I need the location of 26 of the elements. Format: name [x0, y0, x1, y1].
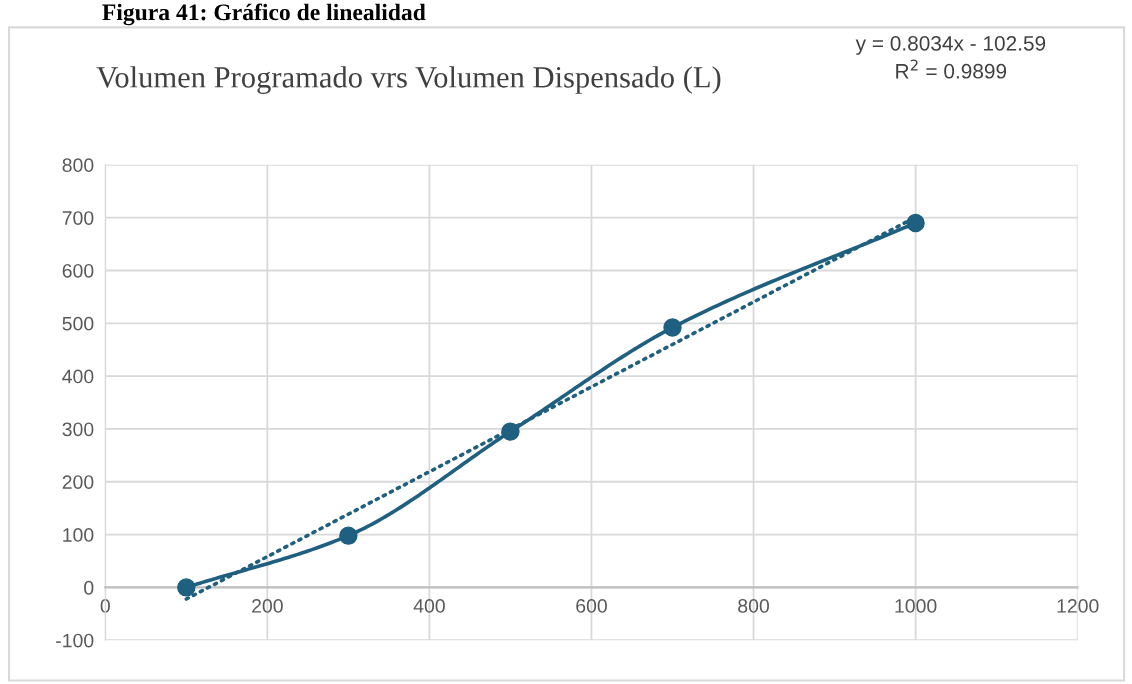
x-tick-label: 600 [576, 599, 607, 613]
y-tick-label: 0 [84, 580, 94, 595]
x-tick-label: 1200 [1057, 599, 1099, 613]
y-tick-label: 500 [62, 316, 94, 331]
y-tick-label: 800 [62, 158, 94, 173]
text: Figura 41: Gráfico de linealidad [102, 3, 426, 26]
x-tick-label: 200 [252, 599, 283, 613]
y-tick-label: 300 [62, 422, 94, 437]
point [339, 526, 358, 545]
y-tick-label: 600 [62, 263, 94, 278]
y-tick-label: 200 [62, 475, 94, 489]
chart-title: Volumen Programado vrs Volumen Dispensado (L) [96, 66, 721, 94]
text: R$^{2}$ = 0.9899 [896, 59, 1007, 79]
point [906, 213, 925, 233]
x-tick-label: 400 [413, 599, 445, 613]
point [501, 422, 520, 441]
y-tick-label: 100 [63, 528, 94, 542]
point [177, 578, 196, 597]
y-tick-label: 400 [62, 369, 94, 384]
point [663, 318, 682, 337]
x-tick-label: 1000 [895, 599, 937, 613]
y-tick-label: -100 [56, 633, 94, 648]
y-tick-label: 700 [62, 211, 94, 225]
x-tick-label: 0 [100, 599, 110, 613]
x-tick-label: 800 [738, 599, 769, 613]
text: y = 0.8034x - 102.59 [855, 35, 1046, 55]
